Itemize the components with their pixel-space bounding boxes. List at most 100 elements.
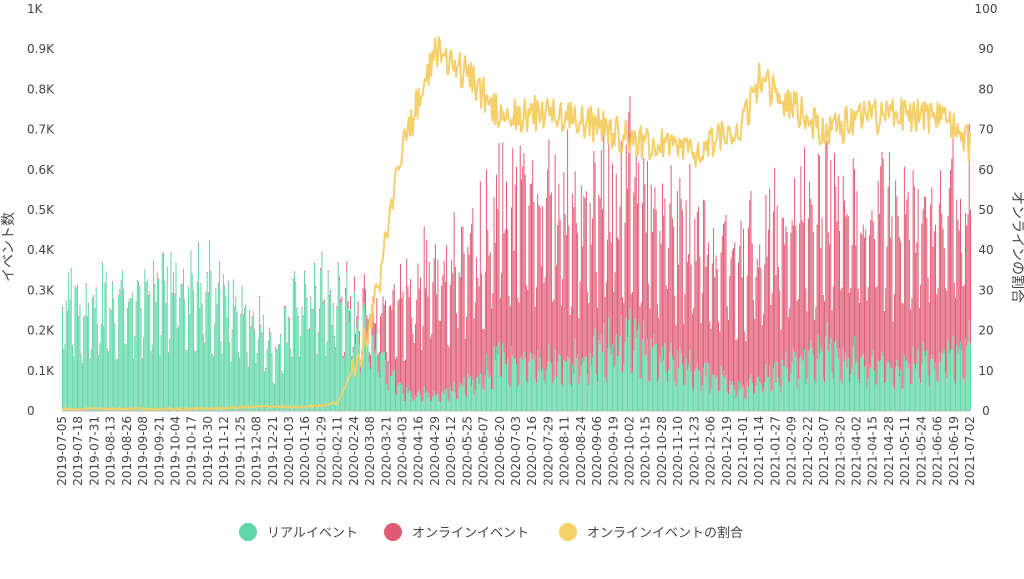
x-tick-label: 2020-09-06: [590, 416, 604, 486]
legend-item[interactable]: オンラインイベント: [384, 523, 529, 541]
bar-online-event: [302, 315, 304, 317]
bar-real-event: [434, 395, 436, 411]
bar-real-event: [514, 358, 516, 411]
bar-online-event: [774, 167, 776, 364]
bar-real-event: [633, 351, 635, 411]
bar-real-event: [124, 343, 126, 411]
bar-real-event: [762, 389, 764, 411]
bar-real-event: [656, 382, 658, 411]
bar-real-event: [171, 293, 173, 411]
bar-online-event: [678, 264, 680, 369]
bar-real-event: [215, 289, 217, 411]
bar-online-event: [365, 289, 367, 314]
bar-real-event: [502, 342, 504, 411]
legend-item[interactable]: オンラインイベントの割合: [559, 523, 743, 541]
bar-real-event: [449, 387, 451, 411]
bar-online-event: [424, 288, 426, 393]
bar-online-event: [197, 241, 199, 243]
x-tick-label: 2021-04-28: [882, 416, 896, 486]
bar-real-event: [143, 337, 145, 411]
bar-real-event: [654, 344, 656, 411]
bar-real-event: [731, 381, 733, 411]
bar-real-event: [922, 341, 924, 411]
bar-real-event: [320, 270, 322, 411]
bar-online-event: [847, 215, 849, 358]
bar-online-event: [911, 298, 913, 385]
bar-online-event: [493, 197, 495, 347]
bar-online-event: [892, 321, 894, 387]
bar-online-event: [564, 214, 566, 362]
legend-item[interactable]: リアルイベント: [239, 523, 358, 541]
bar-real-event: [357, 320, 359, 411]
bar-online-event: [418, 288, 420, 390]
bar-real-event: [148, 296, 150, 411]
bar-online-event: [524, 174, 526, 358]
bar-online-event: [704, 200, 706, 363]
bar-real-event: [392, 371, 394, 411]
bar-real-event: [370, 369, 372, 411]
bar-real-event: [145, 283, 147, 411]
bar-online-event: [593, 150, 595, 336]
bar-online-event: [905, 214, 907, 363]
x-tick-label: 2021-05-11: [898, 416, 912, 486]
bar-real-event: [559, 355, 561, 411]
bar-real-event: [407, 393, 409, 411]
bar-online-event: [385, 300, 387, 360]
bar-real-event: [484, 375, 486, 411]
y-right-tick-label: 40: [978, 243, 993, 257]
bar-real-event: [911, 384, 913, 411]
bar-real-event: [544, 383, 546, 411]
bar-online-event: [900, 241, 902, 371]
bar-online-event: [634, 177, 636, 319]
bar-online-event: [407, 286, 409, 394]
bar-online-event: [891, 216, 893, 369]
bar-online-event: [482, 329, 484, 389]
bar-online-event: [570, 306, 572, 388]
bar-real-event: [462, 386, 464, 411]
bar-online-event: [380, 316, 382, 355]
bar-real-event: [93, 296, 95, 411]
bar-online-event: [812, 231, 814, 355]
bar-real-event: [336, 308, 338, 411]
bar-online-event: [730, 257, 732, 385]
bar-real-event: [220, 341, 222, 411]
bar-real-event: [373, 353, 375, 411]
bar-online-event: [517, 297, 519, 388]
bar-real-event: [482, 388, 484, 411]
bar-real-event: [542, 368, 544, 411]
bar-online-event: [298, 356, 300, 358]
bar-online-event: [289, 318, 290, 320]
bar-online-event: [568, 225, 570, 359]
bar-online-event: [326, 341, 328, 343]
bar-online-event: [877, 180, 879, 361]
bar-online-event: [699, 256, 701, 372]
bar-online-event: [395, 358, 396, 394]
bar-real-event: [337, 264, 339, 411]
bar-real-event: [646, 338, 648, 411]
bar-online-event: [615, 173, 617, 335]
bar-real-event: [960, 341, 961, 411]
bar-online-event: [486, 169, 488, 355]
bar-real-event: [242, 315, 244, 411]
bar-real-event: [191, 273, 193, 411]
bar-online-event: [751, 243, 753, 384]
bar-online-event: [466, 316, 468, 398]
bar-online-event: [254, 329, 256, 331]
bar-real-event: [824, 382, 826, 411]
bar-online-event: [216, 304, 218, 306]
bar-real-event: [807, 350, 809, 411]
bar-online-event: [328, 294, 330, 297]
bar-real-event: [594, 327, 596, 411]
bar-online-event: [534, 306, 536, 380]
bar-online-event: [734, 241, 736, 390]
bar-online-event: [755, 277, 757, 386]
bar-online-event: [643, 157, 645, 321]
bar-real-event: [476, 377, 478, 411]
bar-real-event: [951, 350, 953, 411]
bar-real-event: [333, 337, 335, 411]
bar-real-event: [110, 310, 112, 411]
bar-real-event: [930, 359, 932, 411]
bar-real-event: [774, 363, 776, 411]
bar-real-event: [286, 343, 288, 411]
bar-real-event: [925, 355, 927, 411]
